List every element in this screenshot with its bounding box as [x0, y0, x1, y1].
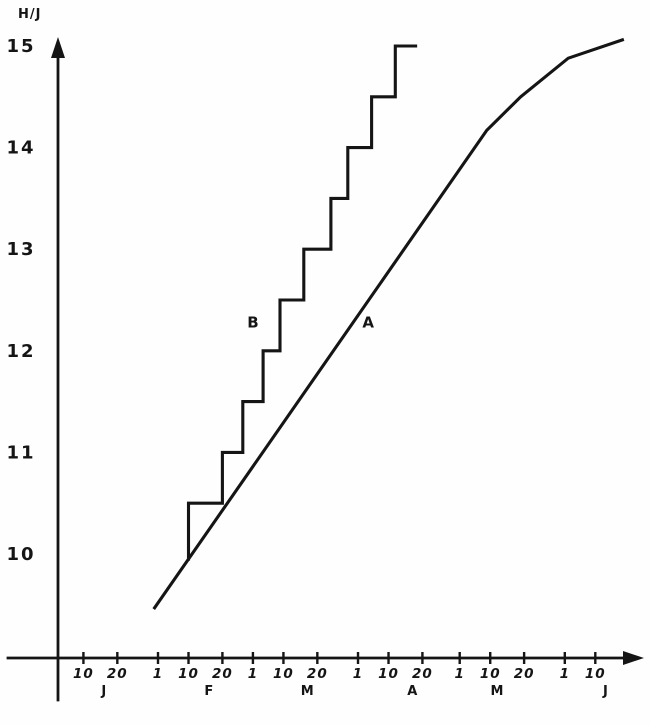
- x-tick-label: 20: [307, 666, 328, 682]
- y-tick-label: 11: [6, 442, 35, 463]
- x-tick-labels: 10 20 1 10 20 1 10 20 1 10 20 1 10 20 1 10: [73, 652, 606, 682]
- x-tick-label: 20: [212, 666, 233, 682]
- curves: AB: [152, 37, 625, 610]
- month-label: M: [301, 684, 314, 699]
- x-tick-label: 20: [107, 666, 128, 682]
- x-tick-label: 20: [412, 666, 433, 682]
- axes: [6, 37, 644, 702]
- x-tick-label: 10: [73, 666, 94, 682]
- x-tick-label: 10: [273, 666, 294, 682]
- curve-a: [152, 37, 625, 610]
- x-tick-label: 1: [455, 666, 465, 682]
- x-tick-label: 10: [480, 666, 501, 682]
- y-tick-label: 13: [6, 239, 35, 260]
- x-tick-label: 10: [378, 666, 399, 682]
- y-axis-arrow-icon: [51, 37, 65, 58]
- curve-b: [186, 44, 418, 561]
- y-tick-label: 10: [6, 544, 35, 565]
- curve-a-label: A: [362, 313, 374, 331]
- x-tick-label: 1: [153, 666, 163, 682]
- month-label: M: [491, 684, 504, 699]
- y-tick-labels: 10 11 12 13 14 15: [6, 36, 35, 565]
- y-tick-label: 15: [6, 36, 35, 57]
- x-tick-label: 10: [585, 666, 606, 682]
- x-axis-arrow-icon: [623, 651, 644, 665]
- x-tick-label: 1: [248, 666, 258, 682]
- y-axis-unit-label: H/J: [18, 7, 41, 22]
- month-label: F: [204, 684, 213, 699]
- x-tick-label: 1: [353, 666, 363, 682]
- month-label: J: [602, 684, 608, 699]
- month-label: A: [407, 684, 417, 699]
- x-tick-label: 10: [178, 666, 199, 682]
- x-tick-label: 1: [560, 666, 570, 682]
- month-label: J: [100, 684, 106, 699]
- y-tick-label: 12: [6, 341, 35, 362]
- x-tick-label: 20: [514, 666, 535, 682]
- curve-b-label: B: [247, 313, 258, 331]
- y-tick-label: 14: [6, 138, 35, 159]
